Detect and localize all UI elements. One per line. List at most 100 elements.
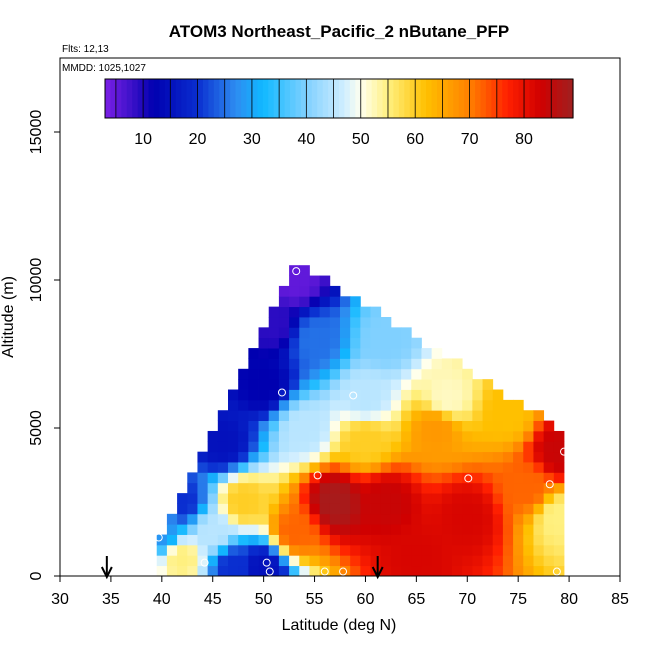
- heatmap-cell: [166, 555, 178, 567]
- heatmap-cell: [431, 493, 443, 504]
- heatmap-cell: [441, 379, 453, 390]
- colorbar-segment: [143, 79, 150, 118]
- heatmap-cell: [360, 534, 371, 546]
- heatmap-cell: [309, 317, 321, 328]
- heatmap-cell: [523, 430, 534, 442]
- heatmap-cell: [431, 544, 443, 556]
- heatmap-cell: [340, 410, 351, 421]
- heatmap-cell: [289, 482, 300, 494]
- heatmap-cell: [370, 358, 382, 370]
- heatmap-cell: [533, 441, 545, 453]
- colorbar-segment: [426, 79, 433, 118]
- heatmap-cell: [278, 441, 290, 453]
- colorbar-segment: [447, 79, 454, 118]
- heatmap-cell: [502, 410, 514, 421]
- heatmap-cell: [390, 451, 402, 463]
- heatmap-cell: [340, 379, 351, 390]
- heatmap-cell: [197, 451, 209, 463]
- heatmap-cell: [441, 358, 453, 370]
- heatmap-cell: [340, 493, 351, 504]
- heatmap-cell: [217, 493, 229, 504]
- heatmap-cell: [360, 379, 371, 390]
- heatmap-cell: [380, 462, 392, 473]
- colorbar-segment: [322, 79, 329, 118]
- heatmap-cell: [502, 513, 514, 525]
- heatmap-cell: [340, 544, 351, 556]
- heatmap-cell: [370, 306, 382, 318]
- sample-point: [262, 558, 271, 567]
- heatmap-cell: [502, 565, 514, 577]
- heatmap-cell: [207, 482, 219, 494]
- heatmap-cell: [329, 399, 341, 411]
- heatmap-cell: [329, 317, 341, 328]
- colorbar-segment: [464, 79, 471, 118]
- colorbar-segment: [306, 79, 313, 118]
- heatmap-cell: [329, 410, 341, 421]
- heatmap-cell: [472, 379, 483, 390]
- arrow-markers: [100, 556, 384, 580]
- heatmap-cell: [523, 472, 534, 484]
- heatmap-cell: [258, 441, 270, 453]
- heatmap-cell: [340, 534, 351, 546]
- heatmap-cell: [207, 534, 219, 546]
- heatmap-cell: [482, 472, 494, 484]
- heatmap-cell: [248, 389, 259, 401]
- heatmap-cell: [431, 430, 443, 442]
- heatmap-cell: [197, 524, 209, 535]
- heatmap-cell: [441, 420, 453, 432]
- heatmap-cell: [441, 513, 453, 525]
- sample-point: [339, 567, 348, 576]
- heatmap-cell: [289, 410, 300, 421]
- heatmap-cell: [462, 368, 473, 380]
- colorbar-segment: [241, 79, 248, 118]
- heatmap-cell: [452, 430, 463, 442]
- heatmap-cell: [502, 493, 514, 504]
- heatmap-cell: [340, 358, 351, 370]
- heatmap-cell: [248, 379, 259, 390]
- heatmap-cell: [411, 410, 422, 421]
- heatmap-cell: [319, 555, 331, 567]
- heatmap-cell: [421, 451, 433, 463]
- heatmap-cell: [248, 534, 259, 546]
- y-axis-title: Altitude (m): [0, 276, 17, 358]
- heatmap-cell: [523, 524, 534, 535]
- heatmap-cell: [278, 285, 290, 297]
- heatmap-cell: [553, 472, 565, 484]
- heatmap-cell: [299, 285, 310, 297]
- heatmap-cell: [278, 451, 290, 463]
- heatmap-cell: [452, 503, 463, 515]
- heatmap-cell: [268, 348, 280, 359]
- x-tick-label: 35: [102, 591, 120, 608]
- heatmap-cell: [278, 368, 290, 380]
- heatmap-cell: [340, 503, 351, 515]
- heatmap-cell: [360, 306, 371, 318]
- heatmap-cell: [238, 420, 249, 432]
- colorbar-segment: [197, 79, 204, 118]
- heatmap-cell: [431, 348, 443, 359]
- heatmap-cell: [533, 482, 545, 494]
- heatmap-cell: [390, 368, 402, 380]
- heatmap-cell: [350, 420, 361, 432]
- heatmap-cell: [329, 430, 341, 442]
- heatmap-cell: [258, 472, 270, 484]
- heatmap-cell: [289, 451, 300, 463]
- heatmap-cell: [472, 399, 483, 411]
- heatmap-cell: [452, 389, 463, 401]
- heatmap-cell: [482, 544, 494, 556]
- heatmap-cell: [248, 544, 259, 556]
- heatmap-cell: [523, 451, 534, 463]
- heatmap-cell: [441, 399, 453, 411]
- heatmap-cell: [248, 368, 259, 380]
- colorbar-segment: [105, 79, 112, 118]
- heatmap-cell: [238, 430, 249, 442]
- heatmap-cell: [421, 420, 433, 432]
- heatmap-cell: [533, 451, 545, 463]
- colorbar-segment: [159, 79, 166, 118]
- heatmap-cell: [319, 296, 331, 308]
- heatmap-cell: [482, 482, 494, 494]
- heatmap-cell: [248, 493, 259, 504]
- heatmap-cell: [370, 534, 382, 546]
- heatmap-cell: [340, 327, 351, 339]
- heatmap-cell: [228, 399, 239, 411]
